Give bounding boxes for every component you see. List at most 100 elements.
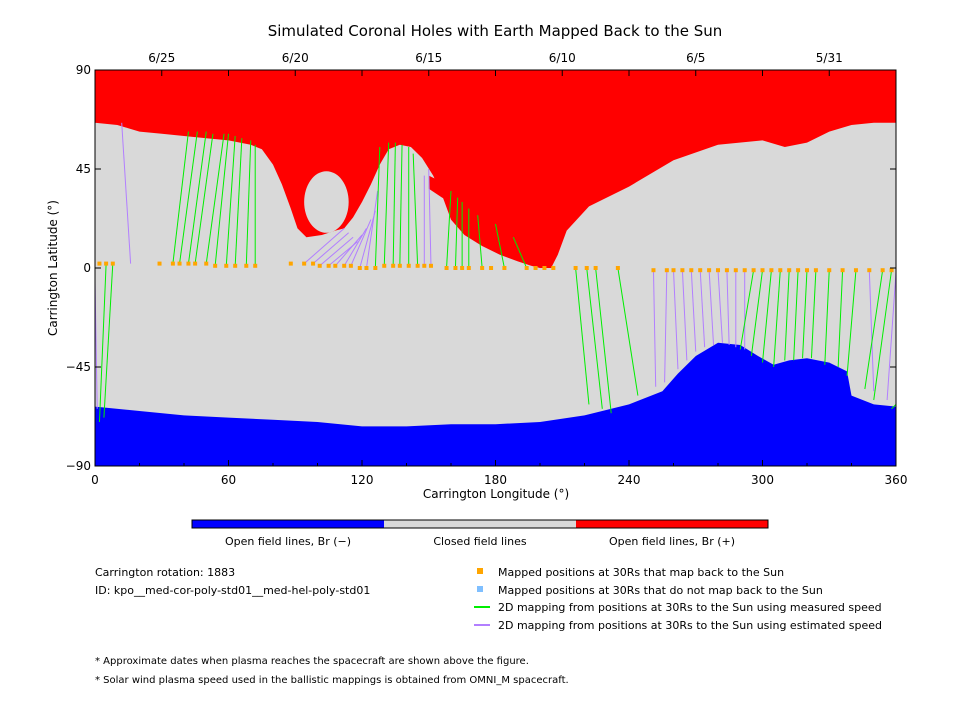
- colorbar-frame: [191, 519, 769, 529]
- mapped-position-point: [796, 268, 801, 273]
- date-tick-label: 6/20: [282, 51, 309, 65]
- measured-mapping-line: [824, 270, 830, 365]
- mapped-position-point: [615, 266, 620, 270]
- mapped-position-point: [288, 261, 293, 266]
- estimated-mapping-line: [350, 219, 372, 266]
- mapped-position-point: [593, 266, 598, 270]
- mapped-position-point: [698, 268, 703, 273]
- measured-mapping-line: [512, 237, 528, 269]
- estimated-mapping-line: [365, 190, 379, 269]
- legend-mapped-marker: [477, 568, 483, 574]
- mapped-position-point: [724, 268, 729, 273]
- plot-area: [94, 70, 897, 466]
- footnote-dates: * Approximate dates when plasma reaches …: [95, 656, 529, 667]
- mapped-position-point: [364, 266, 369, 270]
- mapped-position-point: [357, 266, 362, 270]
- measured-mapping-line: [214, 133, 229, 266]
- mapped-position-point: [317, 263, 322, 268]
- mapped-position-point: [391, 263, 396, 268]
- measured-mapping-line: [392, 142, 396, 266]
- measured-mapping-line: [864, 270, 884, 390]
- mapped-position-point: [415, 263, 420, 268]
- mapped-position-point: [397, 263, 402, 268]
- estimated-mapping-line: [868, 270, 875, 392]
- measured-mapping-line: [98, 263, 107, 423]
- axes: 0 60 120 180 240 300 360 90 45 0 −45 −90 6/25 6/20 6/1…: [66, 51, 908, 487]
- mapped-position-point: [244, 263, 249, 268]
- measured-mapping-line: [412, 153, 419, 266]
- colorbar-closed-label: Closed field lines: [433, 535, 527, 548]
- mapped-position-point: [502, 266, 507, 270]
- negative-polarity-region: [95, 342, 896, 466]
- estimated-mapping-line: [343, 228, 367, 267]
- estimated-mapping-line: [886, 272, 897, 401]
- measured-mapping-line: [837, 270, 844, 368]
- x-tick-label: 240: [618, 473, 641, 487]
- mapped-position-point: [333, 263, 338, 268]
- measured-mapping-line: [873, 270, 893, 401]
- mapped-position-point: [584, 266, 589, 270]
- estimated-mapping-line: [319, 236, 354, 267]
- x-tick-label: 0: [91, 473, 99, 487]
- mapped-position-point: [751, 268, 756, 273]
- measured-mapping-line: [374, 146, 381, 269]
- measured-mapping-line: [179, 131, 198, 264]
- positive-polarity-region: [95, 70, 896, 268]
- measured-mapping-line: [383, 142, 390, 266]
- mapped-position-point: [460, 266, 465, 270]
- mapped-position-point: [542, 266, 547, 270]
- measured-mapping-line: [194, 133, 214, 264]
- measured-mapping-line: [802, 270, 808, 359]
- x-axis-label: Carrington Longitude (°): [423, 487, 569, 501]
- mapped-position-point: [224, 263, 229, 268]
- measured-mapping-line: [205, 133, 225, 264]
- estimated-mapping-line: [664, 270, 668, 383]
- mapped-position-point: [664, 268, 669, 273]
- footnote-source: * Solar wind plasma speed used in the ba…: [95, 675, 569, 686]
- estimated-mapping-line: [121, 122, 132, 264]
- mapped-position-point: [840, 268, 845, 273]
- measured-mapping-line: [234, 138, 243, 266]
- mapped-position-point: [733, 268, 738, 273]
- measured-mapping-line: [399, 144, 403, 266]
- measured-mapping-line: [891, 404, 897, 410]
- measured-mapping-line: [454, 197, 459, 269]
- legend-unmapped-label: Mapped positions at 30Rs that do not map…: [498, 584, 823, 597]
- mapped-position-point: [326, 263, 331, 268]
- mapped-position-point: [827, 268, 832, 273]
- measured-mapping-line: [245, 140, 252, 266]
- mapped-position-point: [311, 261, 316, 266]
- x-tick-label: 360: [885, 473, 908, 487]
- mapped-position-point: [778, 268, 783, 273]
- measured-mapping-line: [793, 270, 799, 361]
- mapped-position-point: [466, 266, 471, 270]
- mapped-position-point: [428, 263, 433, 268]
- y-tick-label: −90: [66, 459, 91, 473]
- mapped-position-point: [689, 268, 694, 273]
- date-tick-label: 6/25: [148, 51, 175, 65]
- measured-mapping-line: [586, 267, 603, 409]
- measured-mapping-line: [477, 215, 483, 269]
- closed-field-island: [304, 171, 349, 233]
- mapped-position-point: [213, 263, 218, 268]
- measured-mapping-line: [103, 263, 114, 418]
- mapped-position-point: [524, 266, 529, 270]
- mapped-position-point: [170, 261, 175, 266]
- mapped-position-point: [186, 261, 191, 266]
- mapped-position-point: [769, 268, 774, 273]
- mapped-position-point: [110, 261, 115, 266]
- colorbar-positive: [576, 520, 768, 528]
- x-tick-label: 120: [351, 473, 374, 487]
- measured-mapping-line: [739, 270, 755, 350]
- mapped-position-point: [444, 266, 449, 270]
- estimated-mapping-line: [652, 270, 657, 387]
- mapped-position-point: [302, 261, 307, 266]
- estimated-mapping-line: [699, 270, 706, 348]
- measured-mapping-line: [495, 223, 505, 269]
- mapped-position-point: [157, 261, 162, 266]
- measured-mapping-line: [762, 270, 772, 363]
- mapped-position-point: [787, 268, 792, 273]
- measured-mapping-line: [846, 270, 857, 376]
- mapped-position-point: [805, 268, 809, 273]
- estimated-mapping-line: [673, 270, 679, 370]
